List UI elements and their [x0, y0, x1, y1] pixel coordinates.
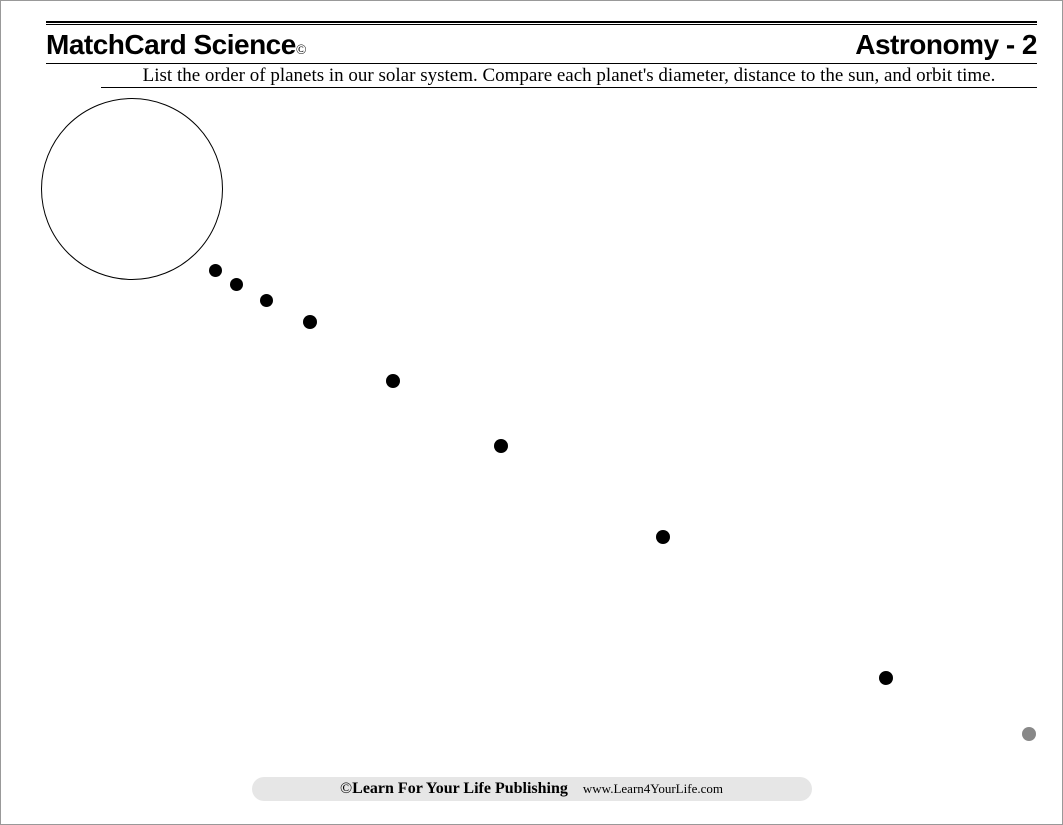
footer-copyright: ©: [340, 780, 352, 797]
planet-mercury: [209, 264, 222, 277]
planet-venus: [230, 278, 243, 291]
planet-jupiter: [386, 374, 400, 388]
header-row: MatchCard Science© Astronomy - 2: [46, 27, 1037, 63]
sun-circle: [41, 98, 223, 280]
footer-url: www.Learn4YourLife.com: [583, 781, 723, 796]
planet-saturn: [494, 439, 508, 453]
copyright-symbol: ©: [296, 43, 307, 58]
instruction-text: List the order of planets in our solar s…: [101, 64, 1037, 88]
page-container: MatchCard Science© Astronomy - 2 List th…: [46, 21, 1037, 804]
footer-publisher: Learn For Your Life Publishing: [352, 780, 568, 797]
pluto-dot: [1022, 727, 1036, 741]
header-rule-top: [46, 21, 1037, 25]
solar-system-diagram: [46, 88, 1037, 728]
title-right: Astronomy - 2: [855, 29, 1037, 61]
planet-neptune: [879, 671, 893, 685]
footer-bar: ©Learn For Your Life Publishing www.Learn…: [252, 777, 812, 801]
planet-mars: [303, 315, 317, 329]
title-left: MatchCard Science: [46, 29, 296, 60]
title-left-wrap: MatchCard Science©: [46, 29, 306, 61]
planet-earth: [260, 294, 273, 307]
planet-uranus: [656, 530, 670, 544]
